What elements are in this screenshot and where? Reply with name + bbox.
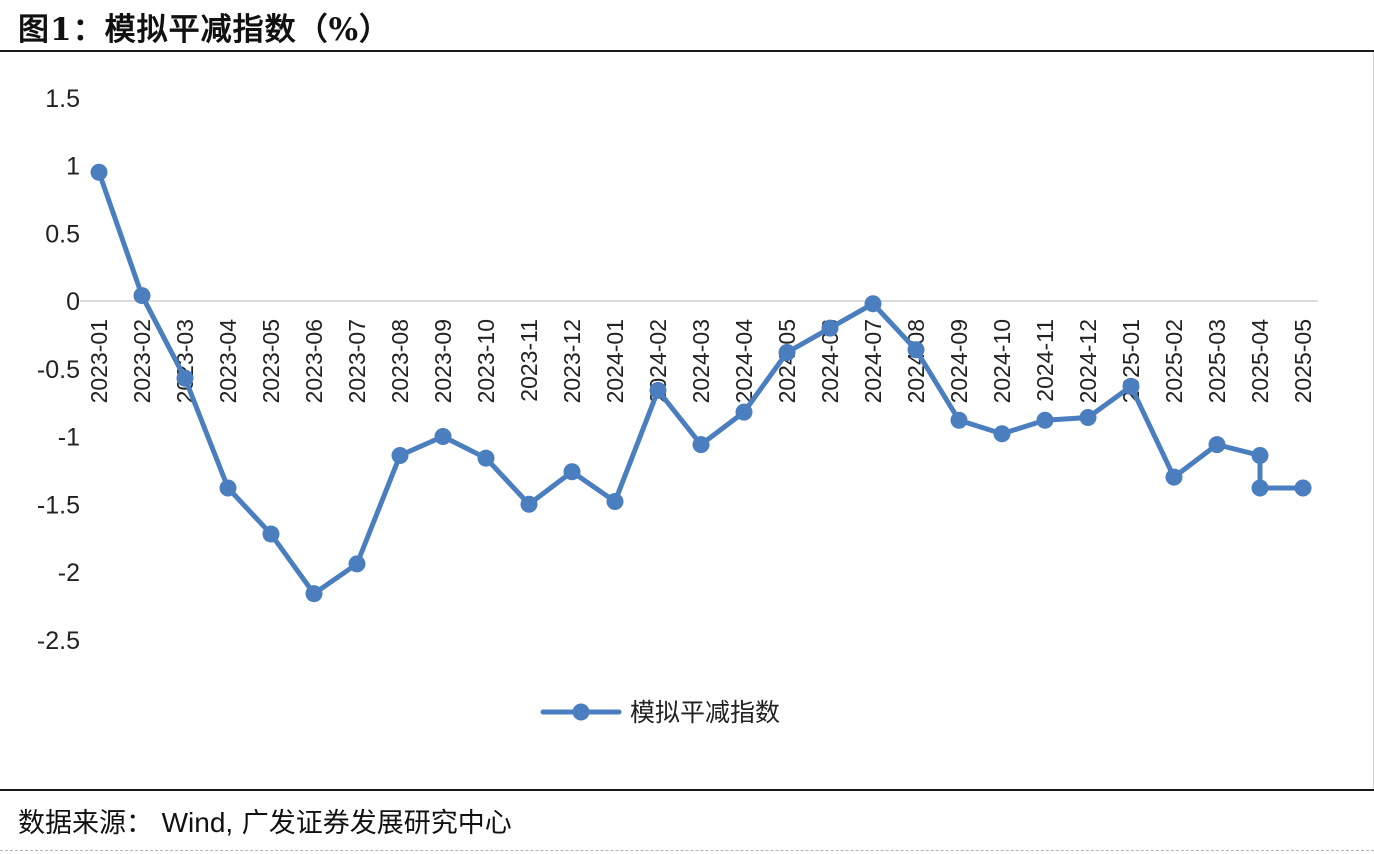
data-point — [1036, 411, 1054, 429]
data-point — [90, 163, 108, 181]
figure-title: 图1：模拟平减指数（%） — [18, 12, 392, 48]
x-tick-label: 2023-09 — [430, 319, 456, 403]
data-point — [735, 403, 753, 421]
y-tick-label: -2 — [58, 559, 80, 587]
legend-label: 模拟平减指数 — [630, 698, 780, 727]
data-point — [950, 411, 968, 429]
x-tick-label: 2025-05 — [1290, 319, 1316, 403]
y-tick-label: -1.5 — [37, 491, 80, 519]
data-point — [1251, 446, 1269, 464]
x-tick-label: 2024-10 — [989, 319, 1015, 403]
data-point — [1251, 479, 1269, 497]
data-point — [606, 493, 624, 511]
x-tick-label: 2024-12 — [1075, 319, 1101, 403]
x-tick-label: 2024-04 — [731, 319, 757, 404]
x-tick-label: 2023-10 — [473, 319, 499, 403]
x-tick-label: 2023-05 — [258, 319, 284, 403]
data-point — [1165, 468, 1183, 486]
x-tick-label: 2023-02 — [129, 319, 155, 403]
x-tick-label: 2025-02 — [1161, 319, 1187, 403]
data-point — [778, 343, 796, 361]
series-line — [96, 169, 1306, 597]
data-point — [649, 381, 667, 399]
data-point — [477, 449, 495, 467]
x-tick-label: 2023-08 — [387, 319, 413, 403]
line-chart: 1.5 1 0.5 0 -0.5 -1 -1.5 -2 -2.5 2023-01 2023-02 20… — [37, 85, 1318, 727]
data-point — [1122, 377, 1140, 395]
data-point — [520, 495, 538, 513]
data-point — [262, 525, 280, 543]
data-point — [1079, 409, 1097, 427]
data-point — [563, 463, 581, 481]
data-point — [1294, 479, 1312, 497]
source-wind: Wind, — [161, 807, 234, 838]
data-point — [348, 555, 366, 573]
y-tick-label: 0.5 — [45, 220, 80, 248]
data-point — [1208, 436, 1226, 454]
x-tick-label: 2024-07 — [860, 319, 886, 403]
bottom-rule — [0, 789, 1374, 791]
data-point — [692, 436, 710, 454]
y-tick-label: 1 — [66, 153, 80, 181]
y-tick-label: -0.5 — [37, 356, 80, 384]
x-tick-label: 2024-03 — [688, 319, 714, 403]
x-tick-label: 2023-06 — [301, 319, 327, 403]
data-point — [133, 287, 151, 305]
x-tick-label: 2025-04 — [1247, 319, 1273, 404]
data-point — [821, 319, 839, 337]
data-point — [176, 369, 194, 387]
y-tick-label: -2.5 — [37, 627, 80, 655]
x-tick-label: 2023-01 — [86, 319, 112, 403]
y-tick-label: 1.5 — [45, 85, 80, 113]
x-tick-label: 2024-11 — [1032, 319, 1058, 402]
title-bar: 图1：模拟平减指数（%） — [0, 0, 1374, 52]
x-tick-label: 2025-03 — [1204, 319, 1230, 403]
data-point — [434, 428, 452, 445]
data-point — [907, 341, 925, 359]
x-tick-label: 2023-04 — [215, 319, 241, 404]
y-tick-label: 0 — [66, 288, 80, 316]
source-label: 数据来源： — [18, 808, 153, 839]
footer-dashed-rule — [0, 850, 1374, 851]
x-tick-label: 2023-12 — [559, 319, 585, 403]
top-rule — [0, 50, 1374, 52]
source-note: 数据来源： Wind, 广发证券发展研究中心 — [18, 801, 512, 840]
data-point — [219, 479, 237, 497]
data-point — [391, 446, 409, 464]
x-tick-label: 2024-01 — [602, 319, 628, 403]
data-point — [305, 585, 323, 603]
data-point — [864, 295, 882, 313]
x-tick-label: 2023-11 — [516, 319, 542, 402]
source-org: 广发证券发展研究中心 — [241, 808, 512, 839]
legend-marker — [572, 703, 590, 721]
x-tick-label: 2024-09 — [946, 319, 972, 403]
x-tick-label: 2023-07 — [344, 319, 370, 403]
y-tick-label: -1 — [58, 424, 80, 452]
data-point — [993, 425, 1011, 443]
